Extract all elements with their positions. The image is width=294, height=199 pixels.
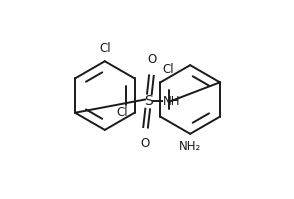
- Text: O: O: [147, 53, 156, 66]
- Text: Cl: Cl: [116, 106, 128, 119]
- Text: O: O: [141, 137, 150, 150]
- Text: NH: NH: [163, 95, 181, 108]
- Text: S: S: [144, 95, 153, 108]
- Text: Cl: Cl: [162, 63, 174, 76]
- Text: Cl: Cl: [99, 42, 111, 55]
- Text: NH₂: NH₂: [179, 140, 201, 153]
